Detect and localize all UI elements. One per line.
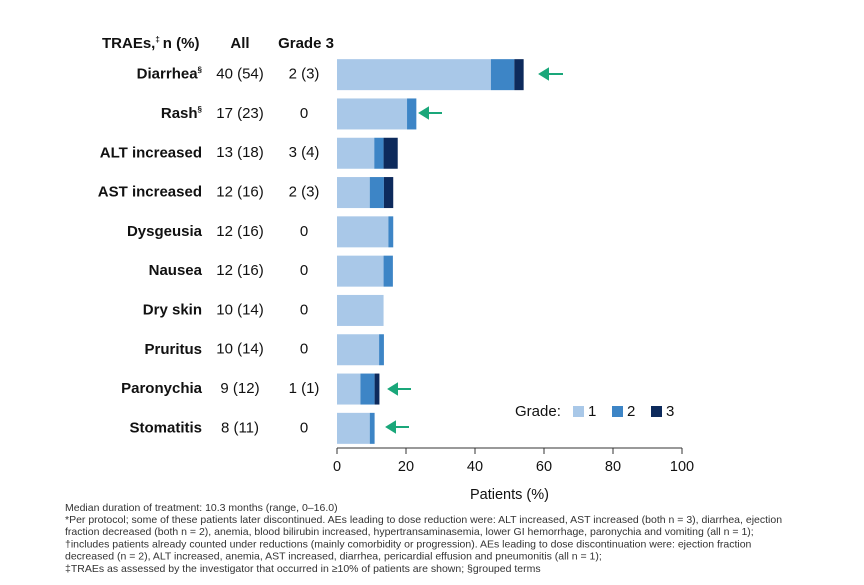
footnote: ‡TRAEs as assessed by the investigator t… (65, 563, 541, 575)
legend-title: Grade: (515, 403, 561, 420)
category-text: Dry skin (143, 301, 202, 318)
category-label: Pruritus (144, 341, 202, 358)
grade3-value: 0 (300, 341, 308, 358)
all-value: 17 (23) (216, 105, 264, 122)
all-value: 8 (11) (221, 419, 259, 436)
grade3-value: 0 (300, 223, 308, 240)
footnote: Median duration of treatment: 10.3 month… (65, 502, 338, 514)
x-tick-label: 100 (670, 459, 694, 475)
bar-segment (337, 98, 408, 130)
bar-segment (374, 373, 380, 405)
arrow-head (385, 420, 396, 434)
bar-segment (360, 373, 375, 405)
category-text: Paronychia (121, 380, 203, 397)
bar-segment (337, 177, 370, 209)
grade3-value: 3 (4) (289, 144, 320, 161)
grade3-value: 0 (300, 419, 308, 436)
category-note: § (198, 105, 203, 114)
x-tick-label: 20 (398, 459, 414, 475)
header-all: All (230, 35, 249, 52)
bar-segment (379, 334, 384, 366)
grade3-value: 0 (300, 301, 308, 318)
x-tick-label: 0 (333, 459, 341, 475)
bar-segment (337, 59, 491, 91)
category-text: ALT increased (100, 144, 202, 161)
category-text: AST increased (98, 184, 202, 201)
legend-swatch (651, 406, 662, 417)
bar-segment (514, 59, 524, 91)
arrow-head (387, 382, 398, 396)
bar-segment (407, 98, 417, 130)
bar-segment (383, 137, 398, 169)
arrow-head (538, 67, 549, 81)
category-text: Diarrhea (137, 66, 199, 83)
category-label: Dysgeusia (127, 223, 203, 240)
category-text: Rash (161, 105, 198, 122)
category-text: Stomatitis (129, 419, 202, 436)
grade3-value: 0 (300, 105, 308, 122)
category-label: Nausea (149, 262, 203, 279)
footnote: decreased (n = 2), ALT increased, anemia… (65, 551, 602, 563)
bar-segment (383, 177, 394, 209)
bar-segment (337, 334, 380, 366)
footnote: *Per protocol; some of these patients la… (65, 514, 782, 526)
category-label: ALT increased (100, 144, 202, 161)
grade3-value: 2 (3) (289, 66, 320, 83)
grade3-value: 0 (300, 262, 308, 279)
bar-segment (337, 373, 361, 405)
category-label: Rash§ (161, 105, 203, 122)
legend-swatch (612, 406, 623, 417)
header-label-text: TRAEs, (102, 35, 155, 52)
category-label: Paronychia (121, 380, 203, 397)
bar-segment (369, 412, 375, 444)
x-axis-label: Patients (%) (470, 487, 549, 503)
all-value: 10 (14) (216, 301, 264, 318)
bar-segment (337, 137, 375, 169)
header-grade3: Grade 3 (278, 35, 334, 52)
bar-segment (369, 177, 384, 209)
x-tick-label: 40 (467, 459, 483, 475)
category-text: Dysgeusia (127, 223, 203, 240)
legend-label: 1 (588, 403, 596, 420)
bar-segment (337, 412, 370, 444)
x-tick-label: 80 (605, 459, 621, 475)
header-label: TRAEs,‡ n (%) (102, 35, 199, 52)
category-label: Dry skin (143, 301, 202, 318)
arrow-head (418, 106, 429, 120)
legend-label: 2 (627, 403, 635, 420)
legend-swatch (573, 406, 584, 417)
all-value: 9 (12) (220, 380, 259, 397)
grade3-value: 1 (1) (289, 380, 320, 397)
bar-segment (337, 294, 384, 326)
x-tick-label: 60 (536, 459, 552, 475)
footnote: †includes patients already counted under… (65, 538, 752, 550)
bar-segment (388, 216, 394, 248)
bar-segment (337, 255, 384, 287)
all-value: 13 (18) (216, 144, 264, 161)
category-note: § (198, 66, 203, 75)
all-value: 12 (16) (216, 262, 264, 279)
bar-segment (383, 255, 393, 287)
all-value: 40 (54) (216, 66, 264, 83)
category-label: Diarrhea§ (137, 66, 203, 83)
category-text: Pruritus (144, 341, 202, 358)
all-value: 12 (16) (216, 184, 264, 201)
legend-label: 3 (666, 403, 674, 420)
footnote: fraction decreased (both n = 2), anemia,… (65, 526, 754, 538)
category-label: AST increased (98, 184, 202, 201)
arrows (385, 67, 563, 434)
category-text: Nausea (149, 262, 203, 279)
header-note: ‡ (155, 35, 159, 44)
all-value: 10 (14) (216, 341, 264, 358)
all-value: 12 (16) (216, 223, 264, 240)
category-label: Stomatitis (129, 419, 202, 436)
bar-segment (490, 59, 515, 91)
bar-segment (337, 216, 389, 248)
header-unit: n (%) (163, 35, 200, 52)
bar-segment (374, 137, 384, 169)
grade3-value: 2 (3) (289, 184, 320, 201)
